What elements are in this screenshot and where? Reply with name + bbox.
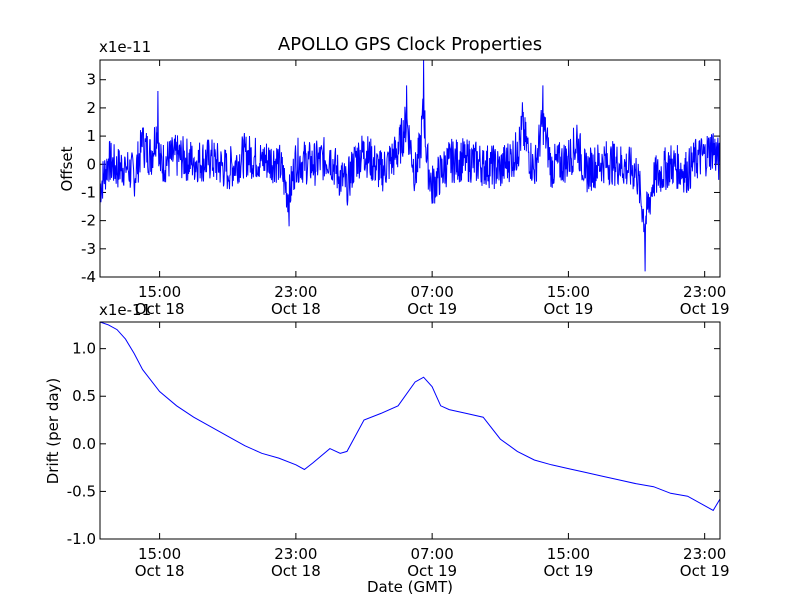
drift-y-tick-label: 0.5 bbox=[72, 387, 96, 405]
drift-x-tick-time: 23:00 bbox=[274, 545, 317, 563]
offset-y-tick-label: 3 bbox=[86, 71, 96, 89]
offset-x-tick-time: 23:00 bbox=[274, 283, 317, 301]
offset-y-tick-label: -2 bbox=[81, 212, 96, 230]
offset-x-tick-date: Oct 18 bbox=[135, 300, 185, 318]
drift-y-tick-label: -1.0 bbox=[67, 530, 96, 548]
drift-x-tick-date: Oct 18 bbox=[135, 562, 185, 580]
offset-x-tick-time: 15:00 bbox=[138, 283, 181, 301]
drift-x-tick-time: 07:00 bbox=[411, 545, 454, 563]
offset-x-tick-date: Oct 19 bbox=[680, 300, 730, 318]
drift-x-tick-time: 15:00 bbox=[138, 545, 181, 563]
offset-y-multiplier: x1e-11 bbox=[99, 38, 151, 56]
drift-series-line bbox=[99, 321, 721, 512]
offset-axes-frame bbox=[99, 59, 721, 278]
drift-x-tick-date: Oct 19 bbox=[407, 562, 457, 580]
drift-panel: x1e-11 Drift (per day) 1.0 0.5 0.0 -0.5 -1.0… bbox=[44, 301, 730, 596]
offset-y-tick-label: 0 bbox=[86, 155, 96, 173]
chart-title: APOLLO GPS Clock Properties bbox=[278, 34, 542, 55]
drift-x-tick-time: 23:00 bbox=[683, 545, 726, 563]
offset-y-tick-label: 1 bbox=[86, 127, 96, 145]
drift-y-tick-label: -0.5 bbox=[67, 482, 96, 500]
drift-x-label: Date (GMT) bbox=[367, 578, 453, 596]
offset-y-tick-label: -4 bbox=[81, 268, 96, 286]
drift-x-tick-date: Oct 19 bbox=[680, 562, 730, 580]
offset-y-tick-label: -1 bbox=[81, 183, 96, 201]
drift-x-tick-time: 15:00 bbox=[547, 545, 590, 563]
offset-x-tick-time: 23:00 bbox=[683, 283, 726, 301]
offset-x-tick-time: 15:00 bbox=[547, 283, 590, 301]
offset-panel: APOLLO GPS Clock Properties x1e-11 Offse… bbox=[58, 34, 730, 318]
offset-x-tick-date: Oct 19 bbox=[544, 300, 594, 318]
drift-y-label: Drift (per day) bbox=[44, 378, 62, 485]
drift-x-tick-date: Oct 19 bbox=[544, 562, 594, 580]
drift-y-multiplier: x1e-11 bbox=[99, 301, 151, 319]
offset-y-tick-label: 2 bbox=[86, 99, 96, 117]
drift-y-tick-label: 1.0 bbox=[72, 340, 96, 358]
offset-x-tick-date: Oct 19 bbox=[407, 300, 457, 318]
drift-axes-frame bbox=[99, 321, 721, 540]
drift-x-tick-date: Oct 18 bbox=[271, 562, 321, 580]
offset-x-tick-time: 07:00 bbox=[411, 283, 454, 301]
offset-series-line bbox=[99, 59, 721, 272]
offset-y-label: Offset bbox=[58, 146, 76, 191]
drift-y-ticks: 1.0 0.5 0.0 -0.5 -1.0 bbox=[67, 340, 720, 548]
drift-y-tick-label: 0.0 bbox=[72, 435, 96, 453]
offset-x-tick-date: Oct 18 bbox=[271, 300, 321, 318]
offset-y-tick-label: -3 bbox=[81, 240, 96, 258]
offset-y-ticks: 3 2 1 0 -1 -2 -3 -4 bbox=[81, 71, 720, 286]
